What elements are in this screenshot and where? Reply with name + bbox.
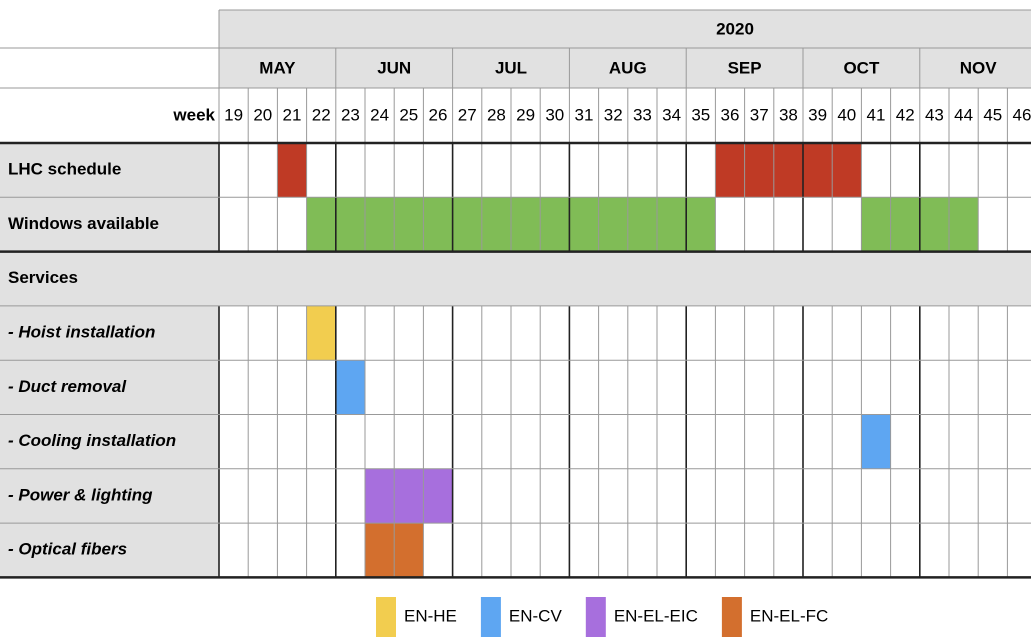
week-number: 31 <box>575 105 594 124</box>
month-label: SEP <box>728 58 762 77</box>
week-number: 24 <box>370 105 389 124</box>
legend-swatch <box>721 597 742 637</box>
week-number: 43 <box>925 105 944 124</box>
legend-label: EN-EL-EIC <box>614 606 698 625</box>
legend-label: EN-HE <box>404 606 457 625</box>
week-number: 40 <box>837 105 856 124</box>
week-number: 46 <box>1013 105 1031 124</box>
schedule-bar <box>715 143 862 198</box>
row-label-cell <box>0 414 219 469</box>
row-label-cell <box>0 143 219 198</box>
week-number: 45 <box>983 105 1002 124</box>
row-label-cell <box>0 523 219 578</box>
week-number: 30 <box>545 105 564 124</box>
row-label: Windows available <box>8 214 159 233</box>
row-label: - Optical fibers <box>8 540 127 559</box>
week-number: 35 <box>691 105 710 124</box>
week-number: 41 <box>867 105 886 124</box>
week-number: 36 <box>721 105 740 124</box>
month-label: MAY <box>259 58 296 77</box>
year: 2020 <box>716 19 754 38</box>
year-band <box>219 10 1031 48</box>
week-number: 20 <box>253 105 272 124</box>
row-label-cell <box>0 360 219 415</box>
week-number: 37 <box>750 105 769 124</box>
legend-label: EN-CV <box>509 606 563 625</box>
week-number: 28 <box>487 105 506 124</box>
month-label: JUL <box>495 58 527 77</box>
week-number: 23 <box>341 105 360 124</box>
row-label-cell <box>0 197 219 252</box>
row-label-cell <box>0 305 219 361</box>
week-title: week <box>172 105 215 124</box>
week-number: 22 <box>312 105 331 124</box>
legend-swatch <box>585 597 606 637</box>
row-label: Services <box>8 268 78 287</box>
week-number: 38 <box>779 105 798 124</box>
legend-swatch <box>480 597 501 637</box>
week-number: 26 <box>429 105 448 124</box>
legend-swatch <box>376 597 396 637</box>
section-band <box>219 251 1031 306</box>
row-label: LHC schedule <box>8 160 121 179</box>
month-label: JUN <box>377 58 411 77</box>
month-label: NOV <box>960 58 998 77</box>
month-label: AUG <box>609 58 647 77</box>
week-number: 29 <box>516 105 535 124</box>
week-number: 32 <box>604 105 623 124</box>
week-number: 27 <box>458 105 477 124</box>
row-label-cell <box>0 468 219 524</box>
schedule-bar <box>335 360 365 415</box>
row-label: - Power & lighting <box>8 485 153 504</box>
week-number: 33 <box>633 105 652 124</box>
row-label: - Hoist installation <box>8 323 155 342</box>
row-label: - Cooling installation <box>8 431 176 450</box>
legend-label: EN-EL-FC <box>750 606 828 625</box>
schedule-bar <box>365 468 453 524</box>
row-label: - Duct removal <box>8 377 127 396</box>
week-number: 39 <box>808 105 827 124</box>
week-number: 19 <box>224 105 243 124</box>
row-label-cell <box>0 251 219 306</box>
week-number: 44 <box>954 105 973 124</box>
week-number: 34 <box>662 105 681 124</box>
week-number: 25 <box>399 105 418 124</box>
week-number: 42 <box>896 105 915 124</box>
schedule-bar <box>306 305 336 361</box>
month-band <box>219 48 1031 88</box>
schedule-bar <box>277 143 307 198</box>
schedule-bar <box>861 414 891 469</box>
week-number: 21 <box>283 105 302 124</box>
month-label: OCT <box>843 58 880 77</box>
